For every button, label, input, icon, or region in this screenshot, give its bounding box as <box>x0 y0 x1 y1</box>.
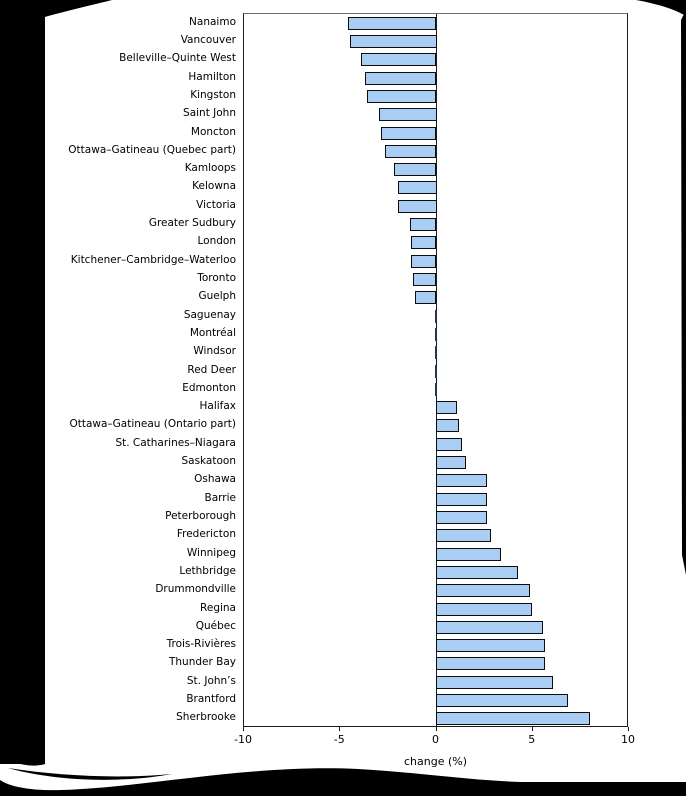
category-label: Sherbrooke <box>176 711 236 724</box>
category-label: Lethbridge <box>179 564 236 577</box>
bar <box>367 89 437 103</box>
category-label: Thunder Bay <box>168 656 236 669</box>
x-tick <box>435 727 437 731</box>
x-tick <box>339 727 341 731</box>
bar <box>435 712 590 726</box>
bar <box>435 694 569 708</box>
x-tick-label: -5 <box>333 733 345 746</box>
category-label: St. Catharines–Niagara <box>115 436 236 449</box>
category-label: Belleville–Quinte West <box>119 52 236 65</box>
bar <box>435 437 463 451</box>
category-label: Guelph <box>198 290 237 303</box>
bar <box>435 639 546 653</box>
x-tick-label: -10 <box>234 733 252 746</box>
bar <box>398 181 437 195</box>
category-label: St. John’s <box>186 674 236 687</box>
category-label: Regina <box>200 601 236 614</box>
x-tick-label: 0 <box>432 733 439 746</box>
category-label: Kitchener–Cambridge–Waterloo <box>70 253 236 266</box>
bar <box>435 346 437 360</box>
category-label: Montréal <box>189 326 236 339</box>
x-axis-title: change (%) <box>403 755 467 768</box>
category-label: Kamloops <box>184 162 236 175</box>
category-label: London <box>197 235 237 248</box>
category-label: Moncton <box>190 125 236 138</box>
category-label: Toronto <box>197 271 236 284</box>
bar <box>435 620 544 634</box>
bar <box>384 144 437 158</box>
bar <box>435 309 437 323</box>
category-label: Barrie <box>204 491 236 504</box>
bar <box>398 199 437 213</box>
category-label: Drummondville <box>155 583 236 596</box>
category-label: Nanaimo <box>189 15 236 28</box>
bar <box>435 657 546 671</box>
bar <box>435 547 501 561</box>
bar <box>435 529 492 543</box>
category-label: Winnipeg <box>186 546 236 559</box>
bar <box>435 602 532 616</box>
category-label: Greater Sudbury <box>148 217 236 230</box>
x-tick-label: 10 <box>621 733 635 746</box>
bar <box>435 565 519 579</box>
category-label: Windsor <box>193 345 236 358</box>
category-label: Ottawa–Gatineau (Ontario part) <box>69 418 236 431</box>
bar <box>435 327 437 341</box>
bar <box>380 126 437 140</box>
category-label: Brantford <box>186 693 236 706</box>
category-label: Hamilton <box>188 70 236 83</box>
bar <box>394 163 437 177</box>
bar <box>435 364 437 378</box>
category-label: Peterborough <box>165 509 236 522</box>
bar <box>378 108 437 122</box>
x-tick-label: 5 <box>528 733 536 746</box>
category-label: Victoria <box>196 198 236 211</box>
category-label: Ottawa–Gatineau (Quebec part) <box>68 143 236 156</box>
category-label: Trois-Rivières <box>166 638 236 651</box>
bar <box>349 34 437 48</box>
bar <box>435 474 488 488</box>
category-label: Halifax <box>199 400 236 413</box>
bar <box>435 382 437 396</box>
bar <box>411 236 437 250</box>
bar <box>435 401 457 415</box>
category-label: Saint John <box>183 107 236 120</box>
category-label: Kingston <box>190 88 236 101</box>
category-label: Red Deer <box>187 363 236 376</box>
bar <box>413 272 437 286</box>
bar <box>415 291 437 305</box>
bar <box>435 584 530 598</box>
category-label: Québec <box>195 619 236 632</box>
category-label: Vancouver <box>180 33 236 46</box>
bar <box>347 16 437 30</box>
x-tick <box>628 727 629 731</box>
bar <box>435 510 488 524</box>
bar <box>435 492 488 506</box>
bar <box>409 218 437 232</box>
x-tick <box>531 727 533 731</box>
bar <box>435 456 467 470</box>
category-label: Kelowna <box>192 180 236 193</box>
bar <box>435 675 553 689</box>
category-label: Edmonton <box>182 381 236 394</box>
category-label: Fredericton <box>176 528 236 541</box>
bar <box>365 71 437 85</box>
bar <box>435 419 459 433</box>
bar <box>411 254 437 268</box>
category-label: Oshawa <box>194 473 236 486</box>
category-label: Saskatoon <box>181 455 236 468</box>
x-tick <box>243 727 244 731</box>
bar <box>361 53 437 67</box>
category-label: Saguenay <box>183 308 236 321</box>
category-axis-labels: Nanaimo Vancouver Belleville–Quinte West Ha… <box>0 13 236 727</box>
plot-area <box>243 13 628 727</box>
